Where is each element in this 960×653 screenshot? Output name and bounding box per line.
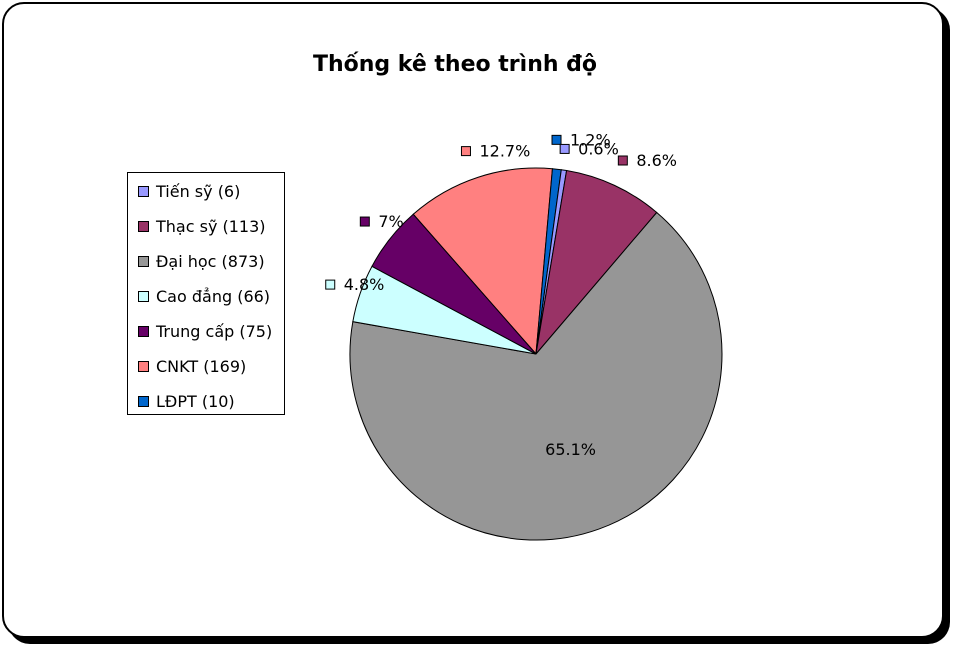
legend-item-dai-hoc: Đại học (873): [138, 251, 265, 271]
data-label-dai-hoc: 65.1%: [545, 440, 596, 459]
legend-swatch: [138, 220, 149, 232]
data-label-swatch-cnkt: [460, 146, 471, 157]
legend-swatch: [138, 395, 149, 407]
legend-item-tien-sy: Tiến sỹ (6): [138, 181, 240, 201]
data-label-swatch-thac-sy: [617, 155, 628, 166]
legend-label: Cao đẳng (66): [156, 286, 271, 306]
legend-swatch: [138, 325, 149, 337]
chart-legend: Tiến sỹ (6) Thạc sỹ (113) Đại học (873) …: [127, 172, 285, 415]
data-label-cao-dang: 4.8%: [344, 275, 385, 294]
legend-swatch: [138, 185, 149, 197]
legend-item-trung-cap: Trung cấp (75): [138, 321, 272, 341]
data-label-tien-sy: 0.6%: [578, 139, 619, 158]
legend-swatch: [138, 255, 149, 267]
legend-swatch: [138, 360, 149, 372]
pie-slice-trung-cap: [371, 213, 537, 355]
chart-title: Thống kê theo trình độ: [312, 52, 598, 77]
legend-label: Trung cấp (75): [156, 321, 273, 341]
data-label-swatch-cao-dang: [325, 279, 336, 290]
legend-item-ldpt: LĐPT (10): [138, 391, 235, 411]
pie-slice-dai-hoc: [349, 211, 723, 541]
pie-slice-thac-sy: [535, 169, 658, 356]
legend-item-cnkt: CNKT (169): [138, 356, 246, 376]
legend-label: LĐPT (10): [156, 391, 235, 411]
data-label-swatch-ldpt: [551, 134, 562, 145]
legend-item-thac-sy: Thạc sỹ (113): [138, 216, 266, 236]
data-label-swatch-trung-cap: [359, 216, 370, 227]
data-label-cnkt: 12.7%: [479, 142, 530, 161]
legend-label: Tiến sỹ (6): [156, 181, 241, 201]
legend-label: CNKT (169): [156, 356, 247, 376]
legend-label: Thạc sỹ (113): [156, 216, 266, 236]
legend-swatch: [138, 290, 149, 302]
data-label-trung-cap: 7%: [378, 212, 403, 231]
legend-label: Đại học (873): [156, 251, 265, 271]
legend-item-cao-dang: Cao đẳng (66): [138, 286, 270, 306]
pie-slice-cnkt: [412, 167, 553, 356]
data-label-thac-sy: 8.6%: [636, 151, 677, 170]
data-label-ldpt: 1.2%: [570, 130, 611, 149]
data-label-swatch-tien-sy: [559, 143, 570, 154]
